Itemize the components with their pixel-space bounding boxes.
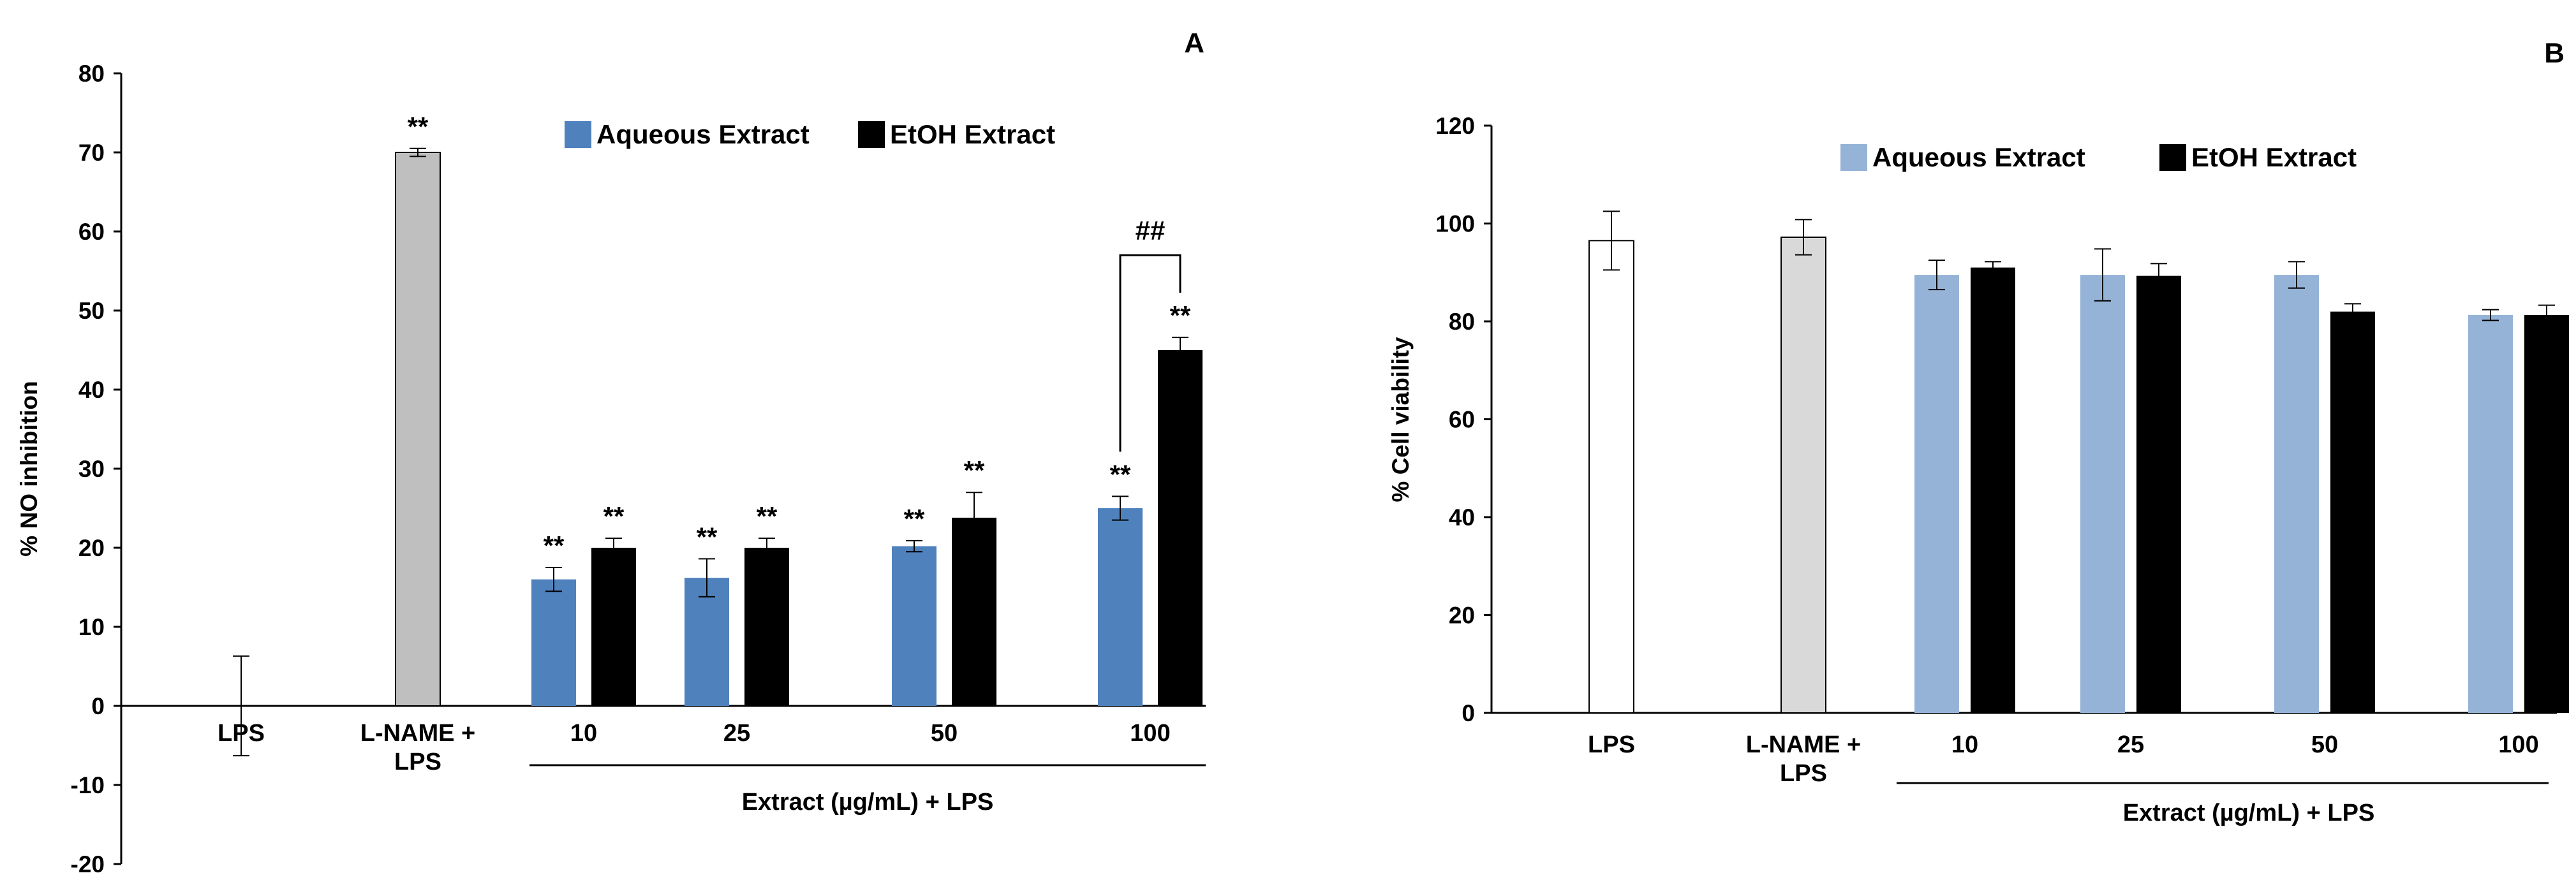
panel-a-significance-label: ** (544, 531, 565, 561)
panel-a-category-label: 10 (570, 720, 597, 747)
panel-a-legend-label: EtOH Extract (890, 119, 1055, 149)
panel-b-category-label: 50 (2311, 731, 2338, 758)
panel-a-bar (591, 548, 636, 706)
panel-a-significance-label: ** (757, 501, 778, 531)
panel-a-y-tick-label: 30 (78, 456, 105, 482)
panel-a-bar (952, 517, 996, 706)
panel-b-bar (2080, 275, 2125, 713)
panel-a-significance-label: ** (904, 504, 925, 534)
panel-b-bar (1971, 267, 2015, 713)
panel-b-bar (2524, 315, 2569, 714)
panel-a-bar (685, 578, 729, 706)
panel-b-bar (2274, 275, 2319, 713)
panel-a-y-tick-label: 10 (78, 614, 105, 640)
panel-b-bar (1588, 240, 1634, 714)
panel-b-y-axis-title: % Cell viability (1388, 337, 1414, 502)
panel-a-chart: -20 -10 0 10 20 30 40 50 60 70 80 % NO inhibition LP… (16, 27, 1206, 877)
panel-a-y-tick-label: -20 (71, 851, 105, 877)
panel-a-y-tick-label: 70 (78, 140, 105, 166)
panel-a-bar (1158, 350, 1203, 706)
panel-a-bracket-label: ## (1136, 216, 1166, 245)
panel-a-significance-label: ** (964, 455, 985, 485)
panel-a-category-label: LPS (394, 749, 441, 775)
panel-b-bar (2330, 311, 2375, 713)
panel-b-y-tick-label: 80 (1449, 309, 1475, 335)
panel-b-x-axis-title: Extract (µg/mL) + LPS (2123, 800, 2375, 826)
panel-b-legend-label: Aqueous Extract (1872, 142, 2085, 172)
panel-a-legend-swatch (565, 121, 591, 148)
panel-b-bar (1780, 236, 1826, 714)
panel-b-bar (2136, 275, 2181, 713)
panel-b-category-label: LPS (1588, 731, 1635, 758)
panel-a-label: A (1184, 27, 1204, 59)
panel-b-category-label: 10 (1951, 731, 1978, 758)
panel-a-bar (744, 548, 789, 706)
panel-a-y-tick-label: 80 (78, 61, 105, 87)
panel-b-label: B (2544, 38, 2565, 69)
panel-a-y-axis-title: % NO inhibition (16, 381, 42, 556)
panel-a-bar (395, 152, 441, 707)
panel-a-legend-swatch (858, 121, 885, 148)
panel-a-y-tick-label: 40 (78, 377, 105, 403)
panel-b-bar (1914, 275, 1959, 713)
panel-a-y-tick-label: 50 (78, 298, 105, 324)
panel-a-category-label: 50 (931, 720, 958, 747)
panel-a-y-tick-label: 0 (91, 693, 105, 719)
panel-b-legend-swatch (2159, 144, 2186, 171)
panel-b-category-label: LPS (1780, 760, 1827, 787)
panel-a-category-label: L-NAME + (360, 720, 476, 747)
panel-a-legend-label: Aqueous Extract (596, 119, 810, 149)
panel-a-significance-label: ** (697, 522, 718, 552)
panel-b-bar (2468, 315, 2513, 714)
panel-a-category-label: 100 (1130, 720, 1170, 747)
panel-b-y-tick-label: 40 (1449, 504, 1475, 531)
panel-b-y-tick-label: 60 (1449, 407, 1475, 433)
panel-b-y-tick-label: 20 (1449, 603, 1475, 629)
panel-a-bar (531, 579, 576, 706)
panel-a-y-tick-label: 60 (78, 219, 105, 245)
panel-b-y-tick-label: 0 (1462, 700, 1475, 726)
panel-a-bar (892, 546, 936, 706)
panel-a-significance-label: ** (1170, 300, 1191, 330)
panel-a-y-tick-label: -10 (71, 772, 105, 798)
panel-a-y-tick-label: 20 (78, 535, 105, 561)
panel-b-legend-swatch (1840, 144, 1867, 171)
panel-b-legend-label: EtOH Extract (2191, 142, 2357, 172)
panel-a-x-axis-title: Extract (µg/mL) + LPS (742, 789, 994, 816)
panel-a-significance-bracket (1119, 254, 1181, 452)
panel-b-y-tick-label: 120 (1435, 113, 1475, 139)
panel-a-significance-label: ** (603, 501, 625, 531)
panel-b-category-label: L-NAME + (1746, 731, 1862, 758)
panel-a-bar (1098, 508, 1143, 706)
panel-a-significance-label: ** (408, 112, 429, 142)
panel-b-y-tick-label: 100 (1435, 211, 1475, 237)
panel-b-category-label: 100 (2498, 731, 2538, 758)
panel-a-category-label: 25 (723, 720, 750, 747)
panel-a-significance-label: ** (1110, 459, 1131, 489)
panel-b-category-label: 25 (2117, 731, 2144, 758)
